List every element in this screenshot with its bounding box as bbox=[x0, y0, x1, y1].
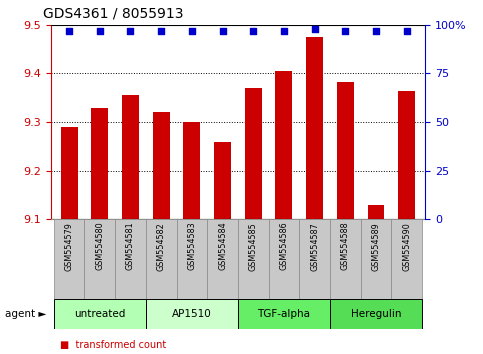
Bar bbox=[85, 219, 115, 299]
Bar bbox=[122, 95, 139, 219]
Point bbox=[127, 28, 134, 33]
Text: GDS4361 / 8055913: GDS4361 / 8055913 bbox=[43, 7, 184, 21]
Point bbox=[311, 26, 318, 32]
Bar bbox=[299, 219, 330, 299]
Point bbox=[219, 28, 227, 33]
Bar bbox=[146, 219, 176, 299]
Text: GSM554582: GSM554582 bbox=[156, 222, 166, 270]
Bar bbox=[368, 205, 384, 219]
Bar bbox=[91, 108, 108, 219]
Text: GSM554587: GSM554587 bbox=[310, 222, 319, 270]
Bar bbox=[238, 299, 330, 329]
Bar bbox=[54, 299, 146, 329]
Bar bbox=[207, 219, 238, 299]
Point bbox=[188, 28, 196, 33]
Text: GSM554588: GSM554588 bbox=[341, 222, 350, 270]
Bar bbox=[214, 142, 231, 219]
Bar bbox=[146, 299, 238, 329]
Bar bbox=[245, 88, 262, 219]
Text: GSM554583: GSM554583 bbox=[187, 222, 197, 270]
Bar bbox=[361, 219, 391, 299]
Bar bbox=[176, 219, 207, 299]
Bar bbox=[391, 219, 422, 299]
Text: agent ►: agent ► bbox=[5, 309, 46, 319]
Text: GSM554584: GSM554584 bbox=[218, 222, 227, 270]
Text: GSM554580: GSM554580 bbox=[95, 222, 104, 270]
Bar bbox=[54, 219, 85, 299]
Point bbox=[96, 28, 104, 33]
Text: ■  transformed count: ■ transformed count bbox=[60, 340, 167, 350]
Bar bbox=[238, 219, 269, 299]
Point bbox=[403, 28, 411, 33]
Bar bbox=[269, 219, 299, 299]
Bar bbox=[337, 82, 354, 219]
Bar bbox=[275, 71, 292, 219]
Bar bbox=[61, 127, 78, 219]
Text: untreated: untreated bbox=[74, 309, 126, 319]
Bar bbox=[115, 219, 146, 299]
Point bbox=[280, 28, 288, 33]
Bar bbox=[330, 299, 422, 329]
Text: AP1510: AP1510 bbox=[172, 309, 212, 319]
Text: GSM554581: GSM554581 bbox=[126, 222, 135, 270]
Text: GSM554585: GSM554585 bbox=[249, 222, 258, 270]
Bar bbox=[153, 112, 170, 219]
Bar bbox=[306, 37, 323, 219]
Point bbox=[372, 28, 380, 33]
Text: Heregulin: Heregulin bbox=[351, 309, 401, 319]
Bar bbox=[330, 219, 361, 299]
Bar bbox=[184, 122, 200, 219]
Text: GSM554586: GSM554586 bbox=[279, 222, 288, 270]
Text: GSM554589: GSM554589 bbox=[371, 222, 381, 270]
Point bbox=[249, 28, 257, 33]
Text: GSM554590: GSM554590 bbox=[402, 222, 411, 270]
Text: GSM554579: GSM554579 bbox=[65, 222, 73, 271]
Point bbox=[65, 28, 73, 33]
Text: TGF-alpha: TGF-alpha bbox=[257, 309, 311, 319]
Point bbox=[341, 28, 349, 33]
Bar bbox=[398, 91, 415, 219]
Point bbox=[157, 28, 165, 33]
